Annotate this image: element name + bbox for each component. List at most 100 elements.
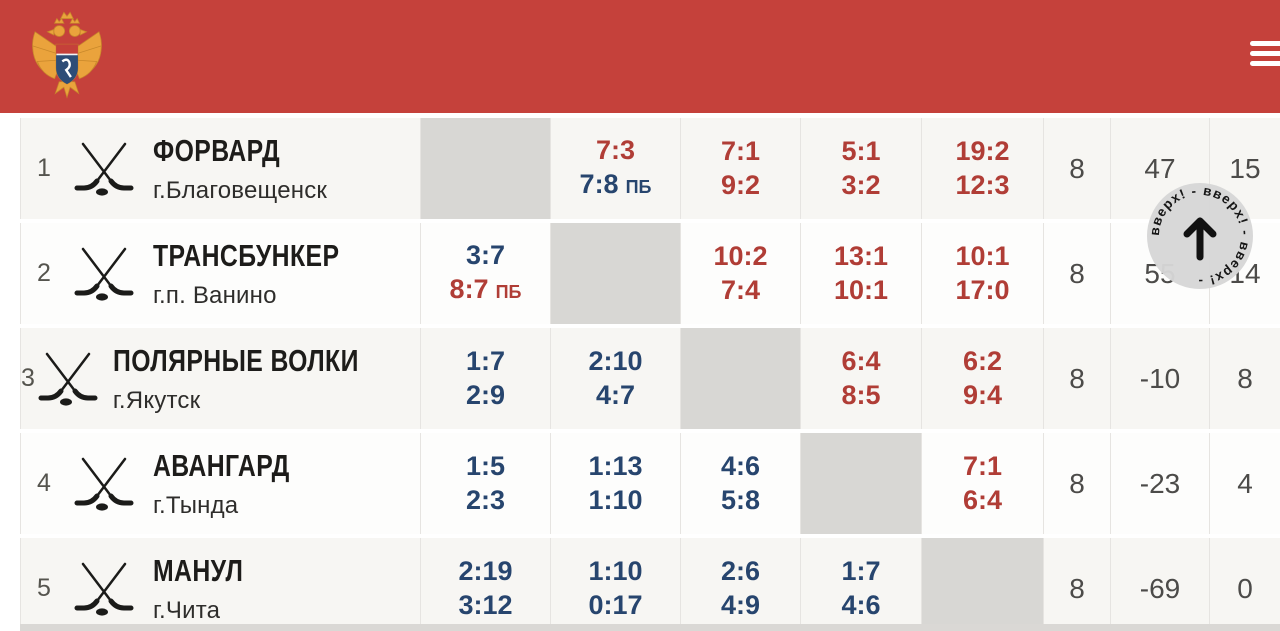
score-line: 3:2 bbox=[841, 170, 881, 200]
hockey-sticks-icon bbox=[67, 246, 141, 302]
score-line: 7:3 bbox=[595, 134, 636, 165]
score-cell: 7:1 9:2 bbox=[680, 118, 800, 219]
score-cell: 1:5 2:3 bbox=[420, 433, 550, 534]
games-cell: 8 bbox=[1043, 538, 1110, 631]
standings-table: 1 ФОРВАРД г.Благовещенск bbox=[0, 113, 1280, 631]
app-header bbox=[0, 0, 1280, 113]
diagonal-cell bbox=[800, 433, 921, 534]
score-line: 9:2 bbox=[720, 170, 761, 200]
score-line: 1:10 bbox=[588, 556, 643, 586]
games-cell: 8 bbox=[1043, 328, 1110, 429]
team-row[interactable]: 3 ПОЛЯРНЫЕ ВОЛКИ г.Якутск bbox=[20, 328, 1280, 429]
up-arrow-icon bbox=[1183, 217, 1217, 261]
hockey-sticks-icon bbox=[35, 351, 101, 407]
team-rank: 3 bbox=[21, 364, 35, 392]
score-cell: 1:10 0:17 bbox=[550, 538, 680, 631]
score-line: 2:9 bbox=[465, 380, 506, 410]
score-line: 3:7 bbox=[465, 239, 506, 270]
team-name: ТРАНСБУНКЕР bbox=[153, 237, 340, 273]
team-rank: 4 bbox=[37, 469, 51, 497]
team-info: ПОЛЯРНЫЕ ВОЛКИ г.Якутск bbox=[113, 343, 420, 415]
team-city: г.Чита bbox=[153, 596, 221, 624]
score-cell: 13:1 10:1 bbox=[800, 223, 921, 324]
score-line: 1:5 bbox=[465, 451, 506, 481]
score-cell: 7:3 7:8 ПБ bbox=[550, 118, 680, 219]
team-cell: 5 МАНУЛ г.Чита bbox=[20, 538, 420, 631]
hockey-sticks-icon bbox=[67, 561, 141, 617]
team-rank: 1 bbox=[37, 154, 51, 182]
team-city: г.п. Ванино bbox=[153, 281, 277, 309]
score-line: 7:1 bbox=[720, 136, 761, 166]
points-cell: 15 bbox=[1209, 118, 1280, 219]
points-cell: 4 bbox=[1209, 433, 1280, 534]
score-cell: 1:7 2:9 bbox=[420, 328, 550, 429]
score-line: 2:10 bbox=[588, 346, 643, 376]
hamburger-icon bbox=[1250, 41, 1280, 46]
score-line: 1:13 bbox=[588, 451, 643, 481]
team-row[interactable]: 1 ФОРВАРД г.Благовещенск bbox=[20, 118, 1280, 219]
score-cell: 5:1 3:2 bbox=[800, 118, 921, 219]
score-line: 5:8 bbox=[720, 485, 761, 515]
score-line: 0:17 bbox=[588, 590, 643, 620]
score-cell: 10:1 17:0 bbox=[921, 223, 1043, 324]
score-line: 2:6 bbox=[720, 556, 761, 586]
score-cell: 2:6 4:9 bbox=[680, 538, 800, 631]
goal-diff-cell: -23 bbox=[1110, 433, 1209, 534]
team-cell: 3 ПОЛЯРНЫЕ ВОЛКИ г.Якутск bbox=[20, 328, 420, 429]
score-line: 13:1 bbox=[833, 241, 889, 271]
score-line: 8:7 ПБ bbox=[449, 273, 522, 304]
team-cell: 2 ТРАНСБУНКЕР г.п. Ванино bbox=[20, 223, 420, 324]
score-line: 4:7 bbox=[595, 380, 636, 410]
score-cell: 4:6 5:8 bbox=[680, 433, 800, 534]
team-rank: 2 bbox=[37, 259, 51, 287]
score-line: 6:4 bbox=[962, 485, 1003, 515]
score-cell: 2:10 4:7 bbox=[550, 328, 680, 429]
team-row[interactable]: 5 МАНУЛ г.Чита bbox=[20, 538, 1280, 631]
score-line: 4:6 bbox=[841, 590, 881, 620]
score-cell: 10:2 7:4 bbox=[680, 223, 800, 324]
team-info: ТРАНСБУНКЕР г.п. Ванино bbox=[153, 238, 386, 310]
section-divider bbox=[20, 624, 1280, 631]
score-cell: 6:2 9:4 bbox=[921, 328, 1043, 429]
score-line: 1:10 bbox=[588, 485, 643, 515]
diagonal-cell bbox=[680, 328, 800, 429]
team-name: АВАНГАРД bbox=[153, 447, 290, 483]
team-name: ФОРВАРД bbox=[153, 132, 281, 168]
score-line: 7:1 bbox=[962, 451, 1003, 481]
team-row[interactable]: 2 ТРАНСБУНКЕР г.п. Ванино bbox=[20, 223, 1280, 324]
score-line: 10:1 bbox=[833, 275, 889, 305]
team-cell: 4 АВАНГАРД г.Тында bbox=[20, 433, 420, 534]
federation-logo-icon[interactable] bbox=[28, 10, 106, 102]
team-city: г.Благовещенск bbox=[153, 176, 328, 204]
score-line: 4:6 bbox=[720, 451, 761, 481]
score-cell: 1:7 4:6 bbox=[800, 538, 921, 631]
games-cell: 8 bbox=[1043, 118, 1110, 219]
menu-button[interactable] bbox=[1250, 40, 1280, 70]
team-rank: 5 bbox=[37, 574, 51, 602]
team-row[interactable]: 4 АВАНГАРД г.Тында bbox=[20, 433, 1280, 534]
score-line: 19:2 bbox=[955, 136, 1010, 166]
score-line: 10:1 bbox=[955, 241, 1010, 271]
goal-diff-cell: -69 bbox=[1110, 538, 1209, 631]
score-line: 1:7 bbox=[465, 346, 506, 376]
scroll-to-top-button[interactable]: вверх! - вверх! - вверх! - bbox=[1147, 183, 1253, 289]
score-line: 2:3 bbox=[465, 485, 506, 515]
score-line: 3:12 bbox=[458, 590, 513, 620]
score-line: 9:4 bbox=[962, 380, 1003, 410]
score-cell: 6:4 8:5 bbox=[800, 328, 921, 429]
score-line: 6:2 bbox=[962, 346, 1003, 376]
goal-diff-cell: -10 bbox=[1110, 328, 1209, 429]
team-info: МАНУЛ г.Чита bbox=[153, 553, 266, 625]
games-cell: 8 bbox=[1043, 433, 1110, 534]
team-cell: 1 ФОРВАРД г.Благовещенск bbox=[20, 118, 420, 219]
hamburger-icon bbox=[1250, 51, 1280, 56]
score-line: 4:9 bbox=[720, 590, 761, 620]
hockey-sticks-icon bbox=[67, 456, 141, 512]
hamburger-icon bbox=[1250, 61, 1280, 66]
points-cell: 8 bbox=[1209, 328, 1280, 429]
team-info: АВАНГАРД г.Тында bbox=[153, 448, 324, 520]
points-cell: 0 bbox=[1209, 538, 1280, 631]
team-info: ФОРВАРД г.Благовещенск bbox=[153, 133, 327, 205]
score-cell: 2:19 3:12 bbox=[420, 538, 550, 631]
diagonal-cell bbox=[420, 118, 550, 219]
